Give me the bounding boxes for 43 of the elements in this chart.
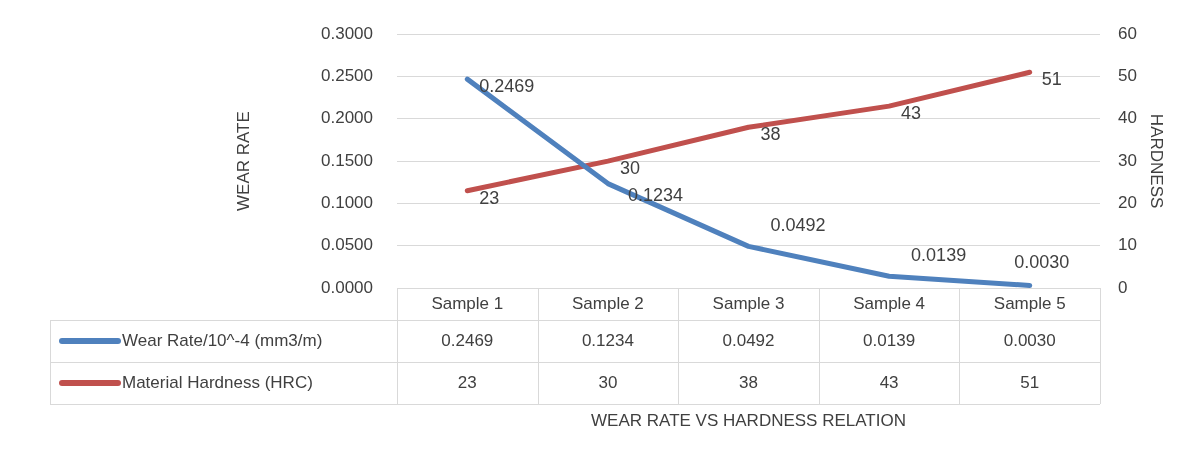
y2-tick-label: 20 [1118,193,1137,213]
data-label: 38 [739,372,758,392]
x-tick-label: Sample 3 [712,293,785,313]
y2-tick-label: 30 [1118,150,1137,170]
data-label: 30 [598,372,618,392]
y-tick-label: 0.2500 [321,66,373,86]
y-tick-label: 0.1000 [321,193,373,213]
y2-tick-label: 10 [1118,235,1137,255]
y2-tick-label: 50 [1118,66,1137,86]
legend-label: Wear Rate/10^-4 (mm3/m) [122,330,323,350]
x-tick-label: Sample 4 [853,293,926,313]
y2-axis-title: HARDNESS [1147,113,1167,209]
y-tick-label: 0.0500 [321,235,373,255]
text: 0.0492 [770,215,826,236]
text: 51 [1041,69,1062,90]
y-tick-label: 0.1500 [321,150,373,170]
text: 30 [619,158,640,179]
x-tick-label: Sample 1 [431,293,504,313]
text: 0.0030 [1014,252,1070,273]
x-tick-label: Sample 2 [571,293,644,313]
text: 38 [760,124,781,145]
y2-tick-label: 60 [1118,23,1137,43]
data-label: 51 [1020,372,1040,392]
y-axis-title: WEAR RATE [233,111,253,212]
data-label: 0.2469 [441,330,494,350]
data-label: 0.0030 [1003,330,1056,350]
text: 43 [901,103,922,124]
y2-tick-label: 40 [1118,108,1137,128]
y-tick-label: 0.3000 [321,23,373,43]
text: WEAR RATE VS HARDNESS RELATION [591,410,906,430]
y-tick-label: 0.2000 [321,108,373,128]
legend-label: Material Hardness (HRC) [122,372,313,392]
data-label: 43 [879,372,899,392]
x-tick-label: Sample 5 [993,293,1066,313]
y2-tick-label: 0 [1118,277,1128,297]
data-label: 0.0492 [722,330,775,350]
data-label: 0.1234 [581,330,634,350]
data-label: 23 [457,372,477,392]
text: 23 [479,187,500,208]
text: 0.2469 [479,76,535,97]
data-label: 0.0139 [863,330,916,350]
text: 0.0139 [911,245,967,266]
y-tick-label: 0.0000 [321,277,373,297]
